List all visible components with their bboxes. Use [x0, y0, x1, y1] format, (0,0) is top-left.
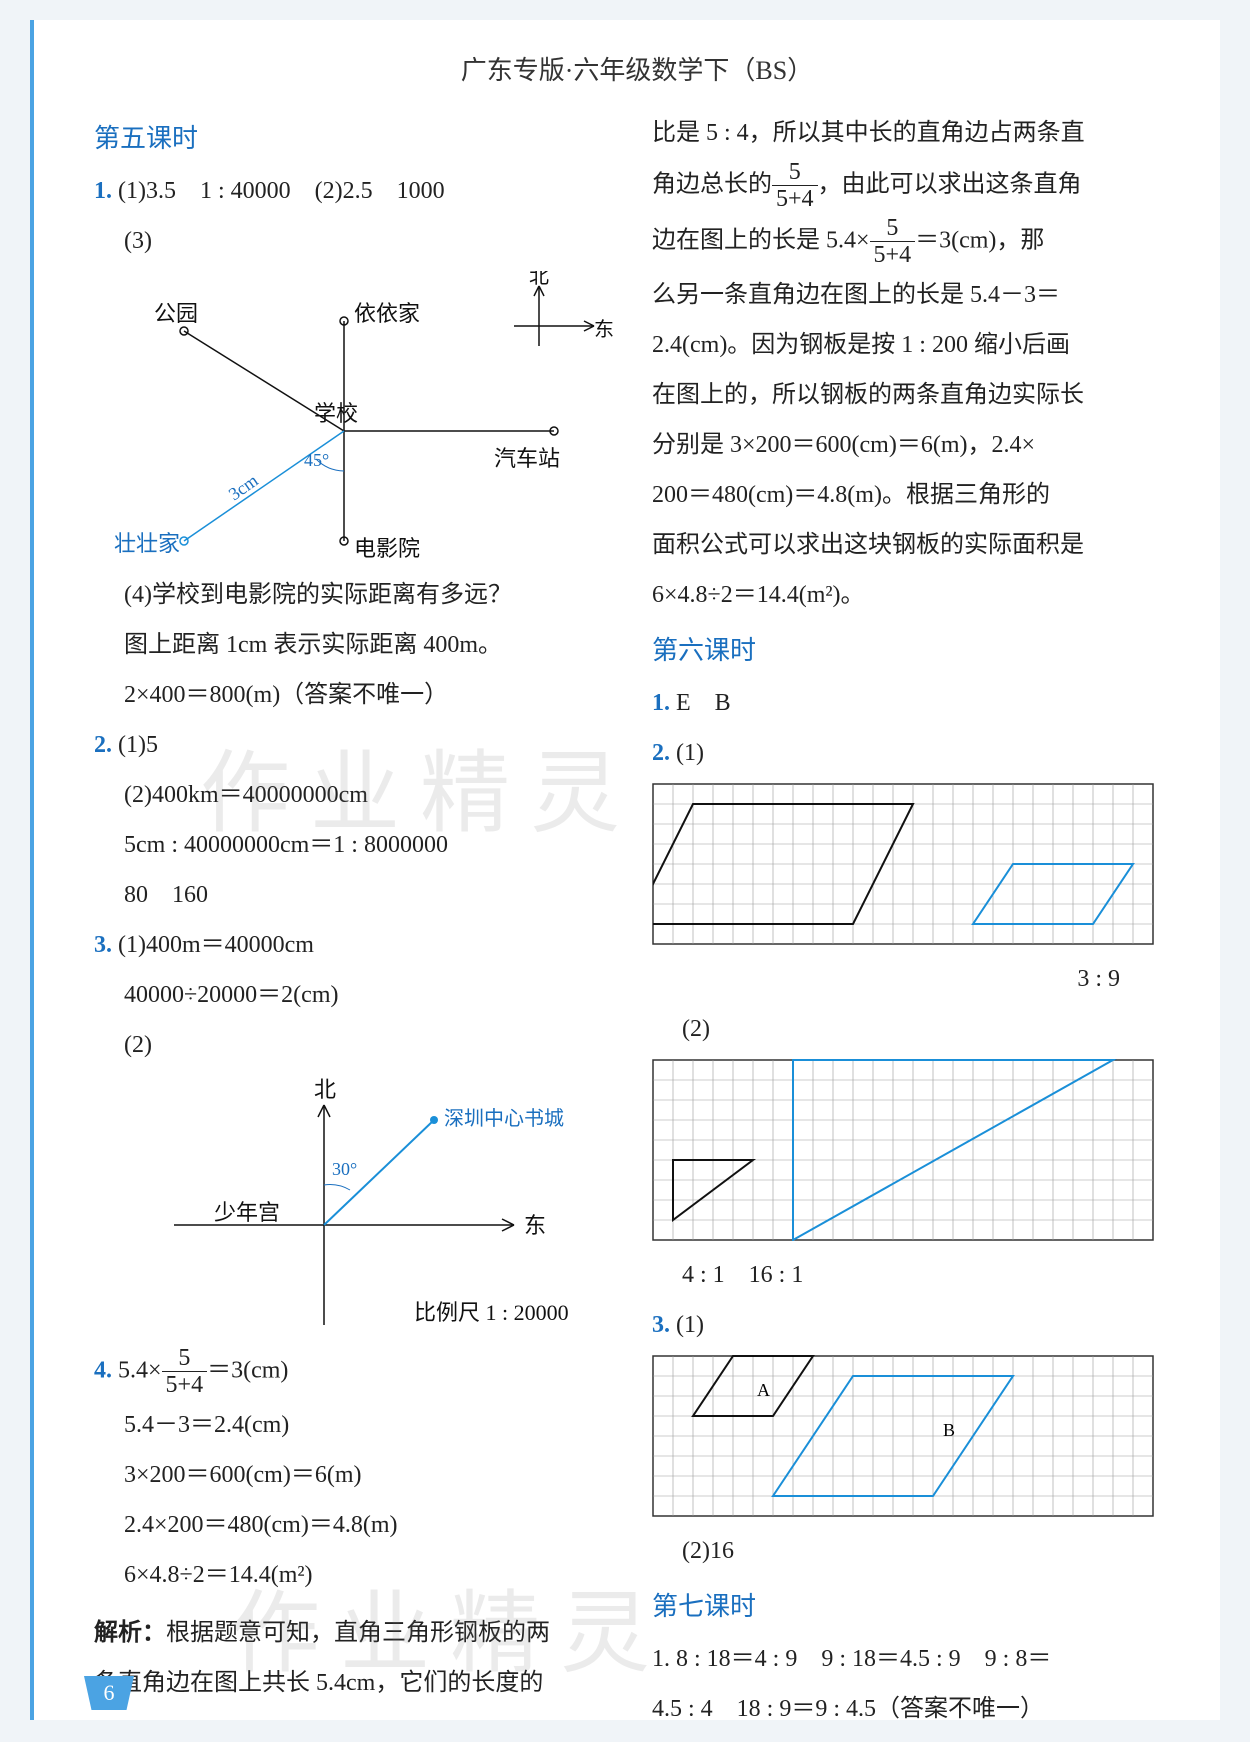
q1-num: 1.: [94, 178, 112, 204]
lesson-7-title: 第七课时: [652, 1581, 1180, 1633]
r-q1-num: 1.: [652, 690, 670, 716]
q1-4a: (4)学校到电影院的实际距离有多远？: [94, 571, 622, 619]
q3-1a: (1)400m＝40000cm: [118, 932, 314, 958]
svg-text:北: 北: [314, 1077, 336, 1102]
svg-text:汽车站: 汽车站: [494, 446, 560, 471]
r-q2-1: (1): [676, 740, 704, 766]
r-p1c-fb: 5+4: [870, 242, 916, 268]
q1-4b: 图上距离 1cm 表示实际距离 400m。: [94, 621, 622, 669]
svg-text:少年宫: 少年宫: [214, 1200, 280, 1225]
r-p1b-fb: 5+4: [772, 186, 818, 212]
l7b: 4.5 : 4 18 : 9＝9 : 4.5（答案不唯一）: [652, 1685, 1180, 1733]
svg-text:3cm: 3cm: [225, 470, 262, 504]
analysis-label: 解析：: [94, 1620, 166, 1646]
page-header: 广东专版·六年级数学下（BS）: [94, 50, 1180, 87]
r-p1g: 分别是 3×200＝600(cm)＝6(m)，2.4×: [652, 421, 1180, 469]
svg-text:深圳中心书城: 深圳中心书城: [444, 1107, 564, 1130]
r-p1a: 比是 5 : 4，所以其中长的直角边占两条直: [652, 109, 1180, 157]
svg-text:壮壮家: 壮壮家: [114, 531, 180, 556]
q4a-frac-t: 5: [162, 1345, 208, 1372]
q4c: 3×200＝600(cm)＝6(m): [94, 1451, 622, 1499]
r-p1c-ft: 5: [870, 215, 916, 242]
q4a-post: ＝3(cm): [207, 1357, 288, 1383]
q4b: 5.4－3＝2.4(cm): [94, 1401, 622, 1449]
svg-text:比例尺 1 : 20000: 比例尺 1 : 20000: [414, 1300, 569, 1325]
q1-line1: (1)3.5 1 : 40000 (2)2.5 1000: [118, 178, 445, 204]
r-q2-2-ratio: 4 : 1 16 : 1: [652, 1251, 1180, 1299]
q4-num: 4.: [94, 1357, 112, 1383]
svg-text:学校: 学校: [314, 401, 358, 426]
svg-text:A: A: [757, 1380, 770, 1400]
page-number-badge: 6: [84, 1676, 134, 1710]
diagram-school-map: 公园依依家汽车站电影院壮壮家45°3cm学校北东: [94, 271, 622, 561]
q4a-frac-b: 5+4: [162, 1372, 208, 1398]
r-p1c-post: ＝3(cm)，那: [915, 227, 1044, 253]
left-column: 第五课时 1. (1)3.5 1 : 40000 (2)2.5 1000 (3)…: [94, 107, 622, 1735]
q1-3-label: (3): [94, 217, 622, 265]
q4a-pre: 5.4×: [118, 1357, 162, 1383]
q4e: 6×4.8÷2＝14.4(m²): [94, 1551, 622, 1599]
q2-num: 2.: [94, 732, 112, 758]
svg-text:北: 北: [529, 271, 549, 288]
r-p1d: 么另一条直角边在图上的长是 5.4－3＝: [652, 271, 1180, 319]
lesson-6-title: 第六课时: [652, 625, 1180, 677]
r-p1f: 在图上的，所以钢板的两条直角边实际长: [652, 371, 1180, 419]
r-q2-num: 2.: [652, 740, 670, 766]
q3-num: 3.: [94, 932, 112, 958]
r-q3-2: (2)16: [652, 1527, 1180, 1575]
q2-2b: 5cm : 40000000cm＝1 : 8000000: [94, 821, 622, 869]
r-p1c-pre: 边在图上的长是 5.4×: [652, 227, 870, 253]
q1-4c: 2×400＝800(m)（答案不唯一）: [94, 671, 622, 719]
svg-text:电影院: 电影院: [354, 536, 420, 561]
svg-text:东: 东: [524, 1213, 546, 1238]
grid-2-2: [652, 1059, 1180, 1241]
q2-1: (1)5: [118, 732, 158, 758]
grid-3-1: AB: [652, 1355, 1180, 1517]
r-p1b-post: ，由此可以求出这条直角: [818, 171, 1082, 197]
q2-2a: (2)400km＝40000000cm: [94, 771, 622, 819]
q4d: 2.4×200＝480(cm)＝4.8(m): [94, 1501, 622, 1549]
r-q1-ans: E B: [676, 690, 731, 716]
r-p1b-pre: 角边总长的: [652, 171, 772, 197]
r-p1e: 2.4(cm)。因为钢板是按 1 : 200 缩小后画: [652, 321, 1180, 369]
lesson-5-title: 第五课时: [94, 113, 622, 165]
r-q3-1: (1): [676, 1312, 704, 1338]
r-q2-2: (2): [652, 1005, 1180, 1053]
grid-2-1: [652, 783, 1180, 945]
right-column: 比是 5 : 4，所以其中长的直角边占两条直 角边总长的55+4，由此可以求出这…: [652, 107, 1180, 1735]
analysis-a: 根据题意可知，直角三角形钢板的两: [166, 1620, 550, 1646]
r-p1b-ft: 5: [772, 159, 818, 186]
svg-text:30°: 30°: [332, 1159, 357, 1179]
q3-2-label: (2): [94, 1021, 622, 1069]
r-p1i: 面积公式可以求出这块钢板的实际面积是: [652, 521, 1180, 569]
r-q3-num: 3.: [652, 1312, 670, 1338]
r-p1h: 200＝480(cm)＝4.8(m)。根据三角形的: [652, 471, 1180, 519]
q2-2c: 80 160: [94, 871, 622, 919]
r-p1j: 6×4.8÷2＝14.4(m²)。: [652, 571, 1180, 619]
svg-text:B: B: [943, 1420, 955, 1440]
r-q2-1-ratio: 3 : 9: [652, 955, 1180, 1003]
l7a: 1. 8 : 18＝4 : 9 9 : 18＝4.5 : 9 9 : 8＝: [652, 1635, 1180, 1683]
diagram-bookstore: 北东 少年宫 深圳中心书城 30° 比例尺 1 : 20000: [94, 1075, 622, 1335]
svg-text:公园: 公园: [154, 301, 198, 326]
q3-1b: 40000÷20000＝2(cm): [94, 971, 622, 1019]
svg-text:依依家: 依依家: [354, 301, 420, 326]
analysis-b: 条直角边在图上共长 5.4cm，它们的长度的: [94, 1659, 622, 1707]
svg-text:东: 东: [594, 318, 614, 341]
